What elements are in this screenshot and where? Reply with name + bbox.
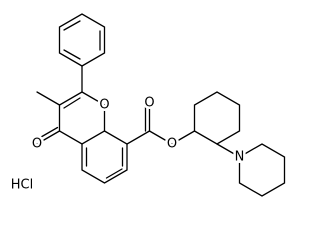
atom-label: O (32, 137, 42, 152)
salt-label: HCl (11, 178, 33, 193)
atom-label: O (99, 98, 109, 113)
bonds (34, 13, 286, 197)
atom-label: O (144, 96, 154, 111)
atom-label: O (167, 137, 177, 152)
atom-label: N (235, 150, 245, 165)
structure-diagram: O O O O N HCl (10, 13, 286, 197)
